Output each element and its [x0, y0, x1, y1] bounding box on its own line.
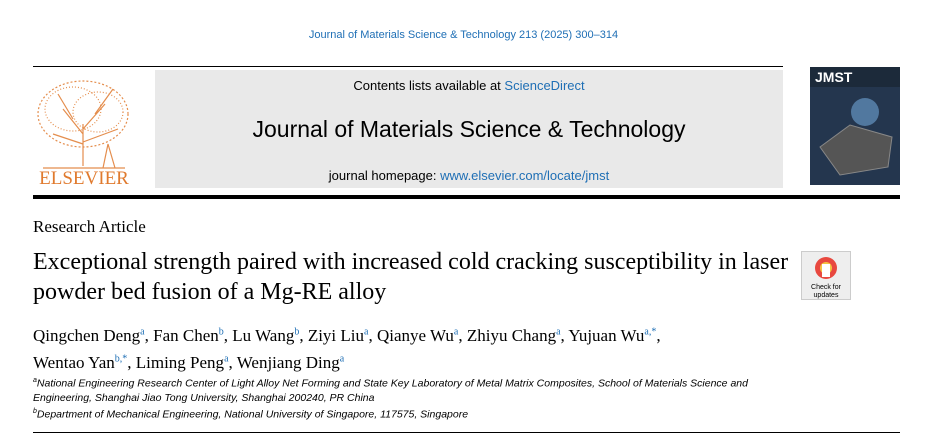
affiliation-mark: b — [33, 407, 37, 415]
author-name: Lu Wang — [232, 325, 295, 345]
check-updates-badge[interactable]: Check for updates — [801, 251, 851, 300]
cover-label: JMST — [815, 69, 853, 85]
author-name: Liming Peng — [135, 353, 225, 373]
author-list: Qingchen Denga, Fan Chenb, Lu Wangb, Ziy… — [33, 320, 693, 375]
badge-line2: updates — [813, 292, 839, 299]
author-name: Qianye Wu — [376, 325, 454, 345]
affiliation-text: National Engineering Research Center of … — [33, 377, 748, 404]
author-name: Yujuan Wu — [568, 325, 645, 345]
top-rule — [33, 66, 783, 67]
contents-line: Contents lists available at ScienceDirec… — [155, 78, 783, 93]
author: Fan Chenb, — [153, 326, 228, 345]
header-bar — [33, 195, 900, 199]
badge-line1: Check for — [811, 284, 841, 291]
author: Ziyi Liua, — [308, 326, 373, 345]
author-affiliation[interactable]: a — [453, 326, 459, 337]
author: Qingchen Denga, — [33, 326, 149, 345]
author-separator: , — [458, 325, 463, 345]
author: Wenjiang Dinga — [237, 353, 344, 372]
affiliation-text: Department of Mechanical Engineering, Na… — [36, 408, 469, 420]
author-separator: , — [144, 325, 149, 345]
author: Liming Penga, — [136, 353, 233, 372]
author-affiliation[interactable]: a — [224, 353, 229, 365]
publisher-logo: ELSEVIER — [37, 80, 129, 189]
journal-cover: JMST — [810, 67, 900, 185]
author-separator: , — [127, 353, 132, 373]
affiliation-mark: a — [33, 377, 37, 384]
author-affiliation[interactable]: b — [294, 326, 300, 337]
affiliation: aNational Engineering Research Center of… — [33, 374, 793, 405]
author-separator: , — [656, 325, 661, 345]
author-separator: , — [368, 325, 373, 345]
author-separator: , — [228, 353, 233, 373]
author-affiliation[interactable]: a,* — [644, 326, 657, 337]
author-affiliation[interactable]: a — [556, 326, 561, 337]
contents-prefix: Contents lists available at — [353, 78, 501, 93]
author-name: Wentao Yan — [33, 353, 115, 373]
bottom-rule — [33, 432, 900, 433]
homepage-prefix: journal homepage: — [328, 168, 437, 183]
author-affiliation[interactable]: b — [218, 326, 224, 337]
author-affiliation[interactable]: a — [339, 353, 345, 365]
author-name: Wenjiang Ding — [236, 353, 340, 373]
badge-icon — [815, 257, 837, 279]
author-name: Fan Chen — [153, 325, 219, 345]
author-affiliation[interactable]: b,* — [114, 353, 128, 365]
affiliation: bDepartment of Mechanical Engineering, N… — [33, 405, 793, 422]
author: Lu Wangb, — [232, 326, 303, 345]
author-separator: , — [299, 325, 304, 345]
journal-banner: Contents lists available at ScienceDirec… — [155, 70, 783, 188]
author: Yujuan Wua,*, — [568, 326, 660, 345]
article-title: Exceptional strength paired with increas… — [33, 249, 789, 305]
article-type: Research Article — [33, 217, 146, 236]
author-name: Qingchen Deng — [33, 325, 141, 345]
author: Qianye Wua, — [377, 326, 463, 345]
author: Zhiyu Changa, — [467, 326, 565, 345]
homepage-line: journal homepage: www.elsevier.com/locat… — [155, 168, 783, 183]
author-affiliation[interactable]: a — [140, 326, 145, 337]
sciencedirect-link[interactable]: ScienceDirect — [504, 78, 585, 93]
author-separator: , — [560, 325, 565, 345]
author-name: Zhiyu Chang — [466, 325, 557, 345]
citation: Journal of Materials Science & Technolog… — [308, 29, 619, 41]
author-separator: , — [223, 325, 229, 345]
publisher-name: ELSEVIER — [39, 168, 129, 189]
author-name: Ziyi Liu — [307, 325, 365, 345]
journal-title: Journal of Materials Science & Technolog… — [252, 116, 686, 142]
author-affiliation[interactable]: a — [364, 326, 369, 337]
affiliation-list: aNational Engineering Research Center of… — [33, 374, 793, 421]
homepage-link[interactable]: www.elsevier.com/locate/jmst — [440, 168, 610, 183]
author: Wentao Yanb,*, — [33, 353, 132, 372]
